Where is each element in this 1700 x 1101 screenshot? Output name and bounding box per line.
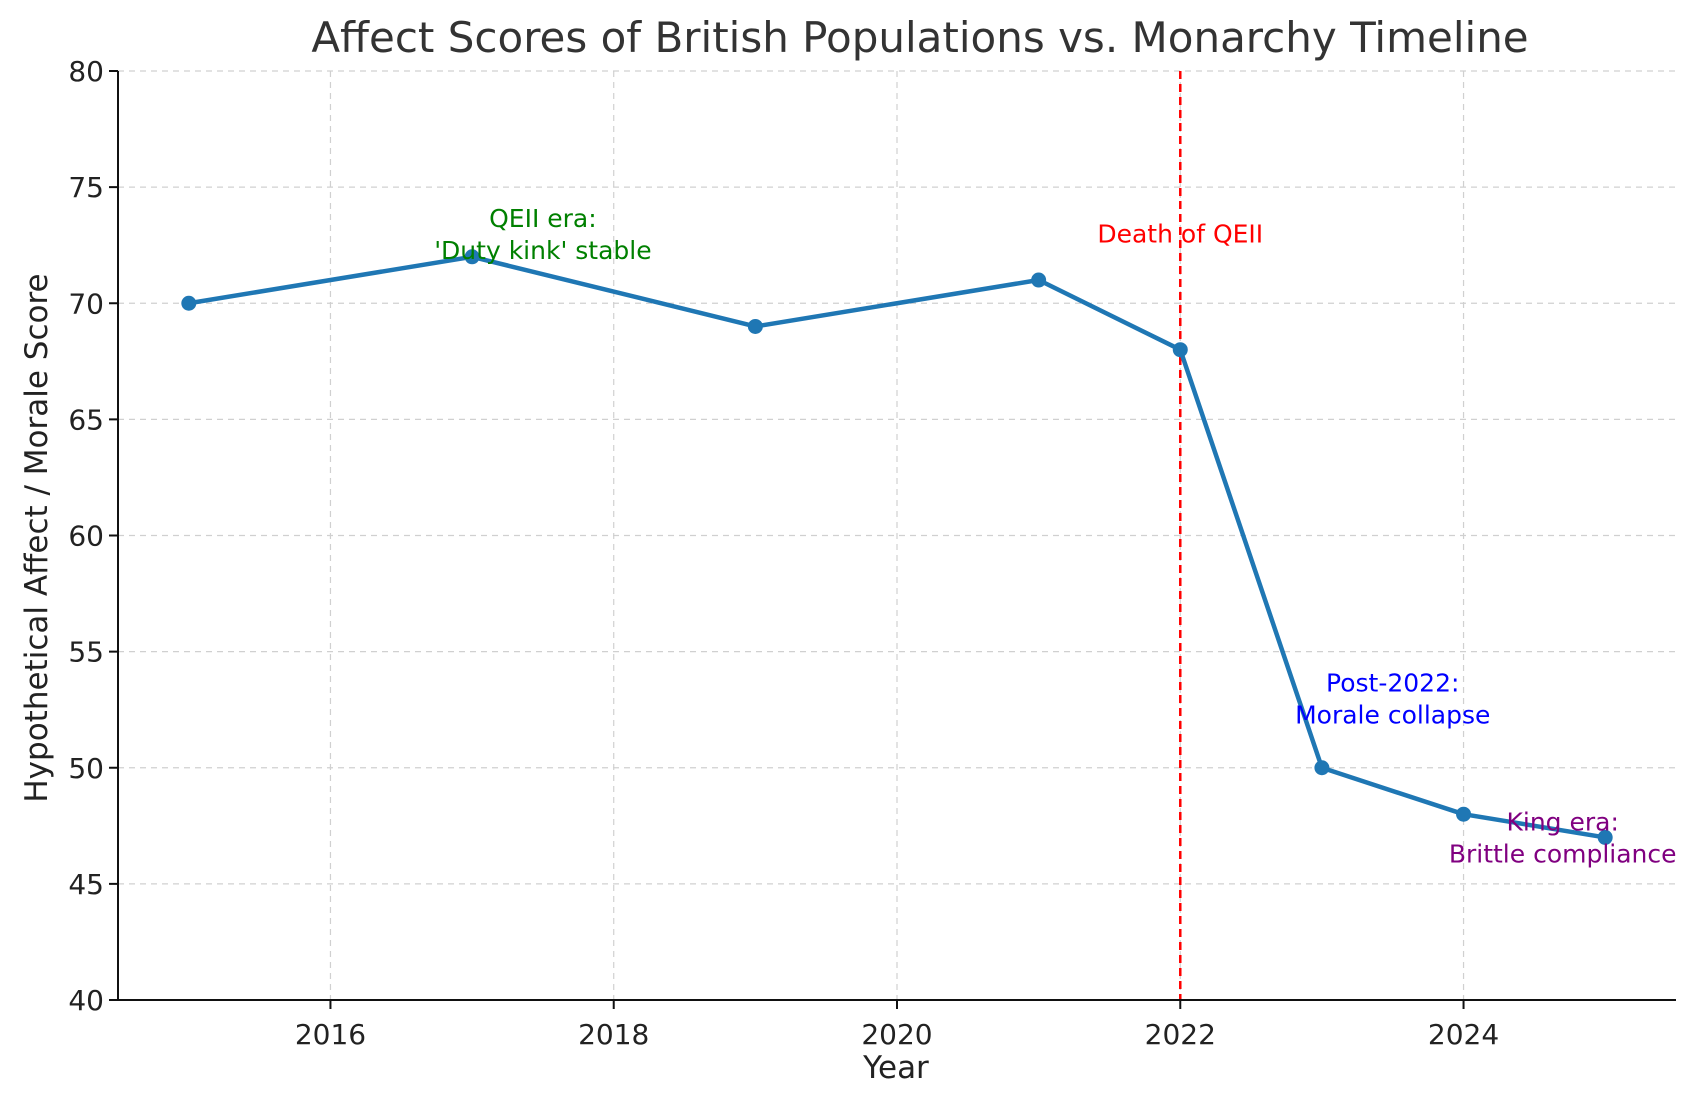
axes: 40 45 50 55 60 65 70 75 80 2016 2018 2020 2022 2024 [68,55,1676,1051]
death-of-qeii-label: Death of QEII [1097,220,1263,249]
x-tick-label: 2022 [1145,1018,1216,1051]
x-axis-label: Year [862,1050,929,1086]
annotation-line-1: King era: [1506,808,1618,837]
annotation-line-1: Post-2022: [1326,668,1459,697]
chart-title: Affect Scores of British Populations vs.… [311,13,1528,62]
data-point [1031,272,1047,288]
annotation-line-2: 'Duty kink' stable [434,236,651,265]
data-point [464,249,480,265]
data-point [1172,342,1188,358]
y-axis-label: Hypothetical Affect / Morale Score [19,273,55,802]
annotation: Post-2022: Morale collapse [1295,668,1490,729]
gridlines [118,70,1676,1001]
data-point [181,295,197,311]
annotation-line-1: QEII era: [489,204,597,233]
reference-line-layer: Death of QEII [1097,71,1263,1000]
data-point [747,318,763,334]
annotation: King era: Brittle compliance [1449,808,1677,869]
series-line [186,254,1608,840]
y-tick-label: 70 [68,287,104,320]
series-layer [181,249,1613,845]
y-tick-label: 60 [68,520,104,553]
y-tick-label: 55 [68,636,104,669]
x-tick-label: 2020 [861,1018,932,1051]
x-tick-label: 2016 [295,1018,366,1051]
x-tick-label: 2018 [578,1018,649,1051]
annotation-line-2: Morale collapse [1295,700,1490,729]
annotations: QEII era: 'Duty kink' stable Post-2022: Mor… [434,204,1676,869]
annotation: QEII era: 'Duty kink' stable [434,204,651,265]
annotation-line-2: Brittle compliance [1449,840,1677,869]
data-point [1597,829,1613,845]
y-tick-label: 80 [68,55,104,88]
data-point [1314,760,1330,776]
x-tick-label: 2024 [1428,1018,1499,1051]
y-tick-label: 50 [68,752,104,785]
y-tick-label: 65 [68,403,104,436]
y-tick-label: 75 [68,171,104,204]
data-point [1456,806,1472,822]
y-tick-label: 40 [68,984,104,1017]
y-tick-label: 45 [68,868,104,901]
